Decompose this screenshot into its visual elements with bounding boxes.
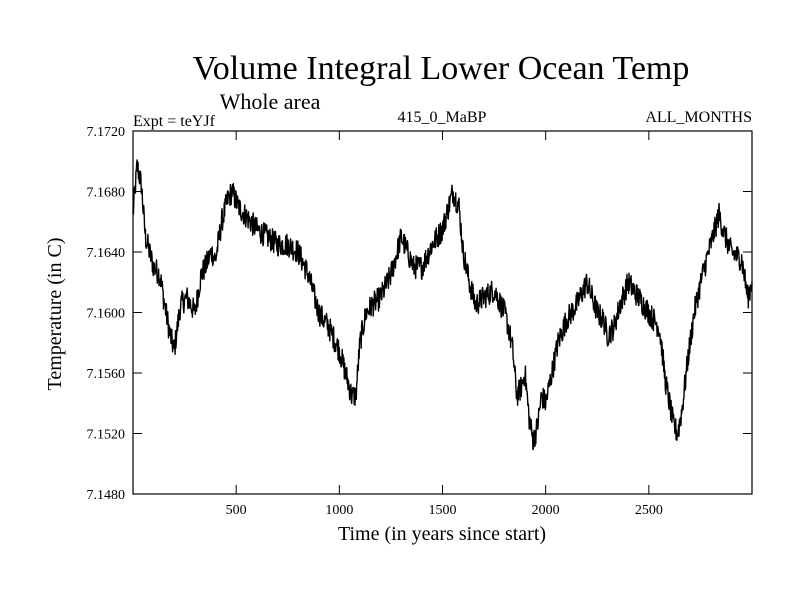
y-tick-label: 7.1520 <box>87 428 126 443</box>
months-label: ALL_MONTHS <box>645 109 752 126</box>
x-tick-label: 2000 <box>532 503 560 518</box>
x-tick-label: 1000 <box>325 503 353 518</box>
y-tick-label: 7.1640 <box>87 246 126 261</box>
plot-frame <box>132 130 753 495</box>
x-axis-label: Time (in years since start) <box>338 523 546 545</box>
y-axis-label: Temperature (in C) <box>44 238 66 391</box>
chart-title: Volume Integral Lower Ocean Temp <box>193 50 690 87</box>
experiment-label: Expt = teYJf <box>133 113 216 130</box>
x-tick-label: 1500 <box>429 503 457 518</box>
temperature-series-line <box>132 159 753 451</box>
y-tick-label: 7.1600 <box>87 307 126 322</box>
y-tick-label: 7.1480 <box>87 488 126 503</box>
period-label: 415_0_MaBP <box>398 109 487 126</box>
y-tick-label: 7.1680 <box>87 186 126 201</box>
x-tick-label: 2500 <box>635 503 663 518</box>
y-tick-label: 7.1720 <box>87 125 126 140</box>
y-tick-label: 7.1560 <box>87 367 126 382</box>
x-tick-label: 500 <box>226 503 247 518</box>
chart-subtitle: Whole area <box>220 89 321 114</box>
